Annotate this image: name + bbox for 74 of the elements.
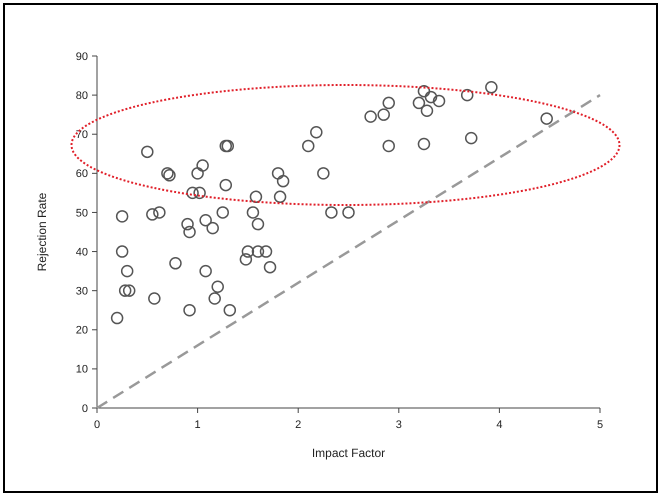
point [220, 178, 232, 192]
point [242, 245, 254, 258]
x-tick-label: 0 [94, 419, 100, 431]
x-tick-label: 5 [596, 419, 604, 431]
point [118, 284, 132, 297]
point [418, 138, 430, 150]
y-axis-title: Rejection Rate [35, 192, 49, 272]
point [183, 304, 196, 316]
point [199, 214, 212, 227]
point [206, 222, 219, 234]
point [148, 292, 161, 305]
point [250, 190, 262, 204]
y-tick-label: 30 [76, 286, 88, 298]
point [120, 264, 134, 278]
point [424, 90, 438, 104]
point [116, 210, 128, 223]
point [377, 108, 390, 121]
point [420, 104, 434, 118]
y-tick-label: 10 [76, 364, 88, 376]
point [272, 167, 284, 180]
y-tick-label: 60 [76, 168, 88, 180]
point [146, 208, 159, 221]
x-tick-label: 3 [396, 419, 402, 431]
point [460, 88, 474, 102]
point [216, 206, 229, 219]
point [240, 253, 252, 266]
y-tick-label: 70 [76, 129, 88, 142]
point [122, 284, 136, 297]
x-tick-label: 4 [496, 419, 502, 431]
point [196, 159, 209, 172]
y-tick-label: 50 [76, 207, 88, 220]
point [141, 146, 154, 158]
point [191, 167, 204, 180]
point [302, 140, 315, 152]
point [153, 206, 166, 219]
point [264, 260, 276, 274]
x-tick-label: 2 [295, 419, 302, 431]
point [252, 245, 264, 258]
point [382, 140, 395, 152]
point [260, 245, 272, 258]
point [325, 206, 338, 219]
point [186, 186, 199, 200]
point [211, 280, 224, 294]
x-axis-title: Impact Factor [312, 446, 386, 460]
point [199, 264, 212, 278]
point [246, 206, 260, 219]
point [342, 206, 355, 219]
y-tick-label: 80 [76, 90, 88, 102]
point [485, 81, 498, 94]
point [183, 226, 196, 238]
y-tick-label: 20 [76, 324, 88, 337]
point [116, 245, 128, 258]
point [276, 174, 290, 188]
x-tick-label: 1 [194, 419, 201, 431]
point [310, 126, 323, 139]
point [208, 292, 221, 305]
point [193, 186, 206, 200]
point [317, 167, 330, 180]
point [464, 132, 478, 144]
point [418, 84, 430, 98]
y-tick-label: 90 [76, 50, 88, 63]
point [364, 110, 377, 123]
point [274, 190, 286, 204]
y-tick-label: 40 [76, 246, 88, 258]
point [224, 304, 236, 316]
point [181, 218, 194, 230]
point [382, 96, 395, 110]
point [432, 94, 446, 108]
point [412, 96, 426, 110]
point [169, 257, 182, 270]
point [110, 312, 124, 324]
y-tick-label: 0 [82, 402, 88, 415]
point [252, 218, 264, 230]
point [540, 112, 553, 125]
